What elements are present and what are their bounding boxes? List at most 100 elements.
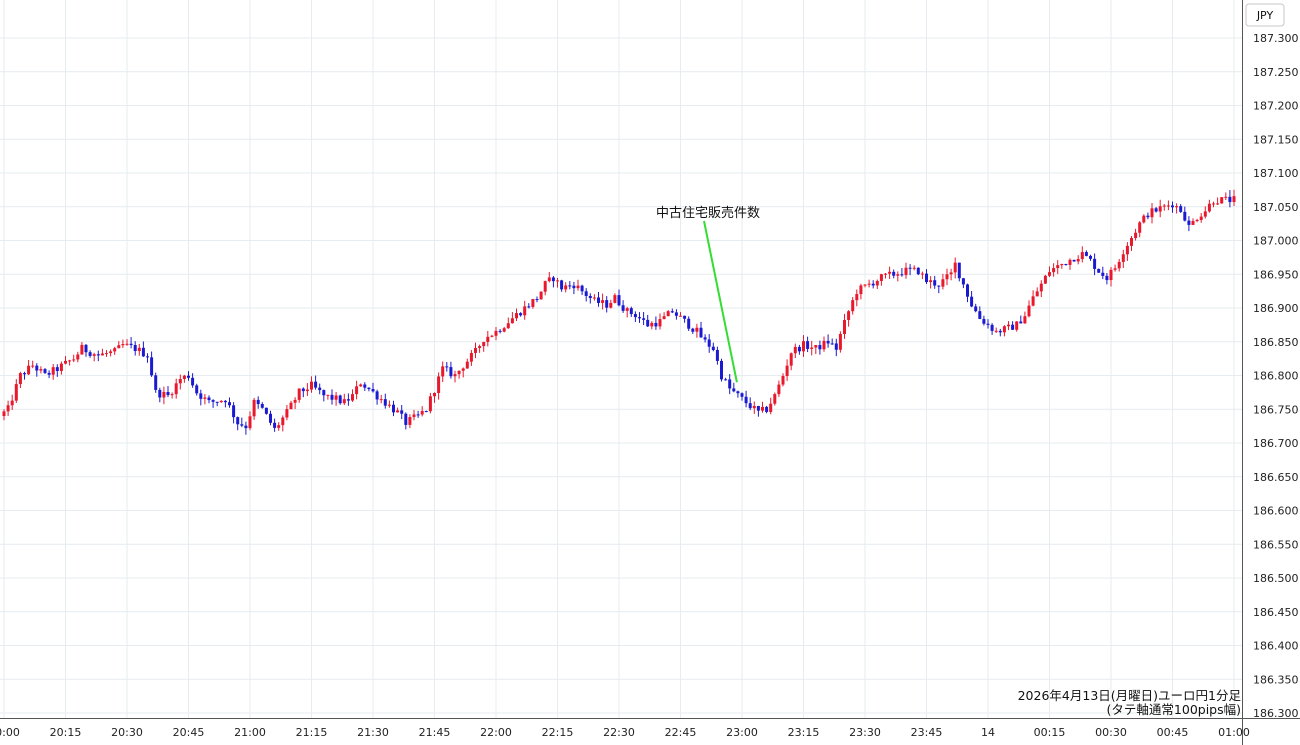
candle-up bbox=[1027, 305, 1031, 317]
x-tick-label: 22:45 bbox=[665, 726, 697, 739]
candle-up bbox=[904, 267, 908, 276]
candle-up bbox=[941, 279, 945, 287]
candle-up bbox=[1142, 215, 1146, 223]
candle-down bbox=[1146, 215, 1150, 218]
candle-up bbox=[252, 399, 256, 417]
candle-up bbox=[613, 295, 617, 303]
candle-up bbox=[359, 384, 363, 387]
grid-layer bbox=[0, 0, 1242, 718]
candle-down bbox=[703, 337, 707, 340]
candle-down bbox=[674, 312, 678, 316]
candle-down bbox=[748, 403, 752, 409]
candle-up bbox=[884, 273, 887, 275]
x-tick-label: 23:00 bbox=[726, 726, 758, 739]
candle-down bbox=[449, 367, 453, 377]
candle-down bbox=[141, 347, 145, 357]
candle-up bbox=[453, 374, 457, 377]
candle-down bbox=[605, 300, 609, 308]
candle-up bbox=[1203, 211, 1207, 217]
candle-up bbox=[170, 394, 174, 396]
candle-up bbox=[1121, 254, 1125, 262]
candle-down bbox=[260, 404, 264, 408]
candle-down bbox=[146, 356, 149, 358]
candle-up bbox=[920, 273, 924, 275]
y-tick-label: 186.750 bbox=[1253, 403, 1299, 416]
candle-up bbox=[72, 359, 76, 361]
candle-up bbox=[1023, 316, 1027, 324]
candle-down bbox=[633, 314, 637, 318]
candle-up bbox=[310, 381, 313, 390]
candle-down bbox=[933, 280, 937, 286]
x-tick-label: 00:30 bbox=[1095, 726, 1127, 739]
candle-up bbox=[437, 376, 441, 394]
candle-down bbox=[223, 400, 227, 403]
candle-up bbox=[379, 399, 383, 401]
candle-down bbox=[240, 424, 244, 426]
candle-down bbox=[707, 339, 711, 347]
candle-down bbox=[937, 285, 941, 287]
candle-up bbox=[1166, 205, 1170, 207]
candle-up bbox=[461, 368, 465, 371]
candle-down bbox=[892, 271, 896, 276]
candle-down bbox=[765, 406, 769, 412]
candle-up bbox=[1109, 269, 1113, 281]
candle-down bbox=[740, 393, 744, 397]
candle-up bbox=[10, 400, 14, 406]
candle-down bbox=[264, 407, 268, 414]
candle-up bbox=[1199, 216, 1203, 220]
candle-up bbox=[761, 406, 764, 411]
candle-down bbox=[1084, 252, 1088, 256]
candle-down bbox=[535, 299, 539, 301]
candle-down bbox=[88, 352, 92, 356]
candle-up bbox=[182, 375, 186, 379]
candle-up bbox=[1048, 272, 1051, 276]
candle-down bbox=[1019, 321, 1023, 324]
candle-down bbox=[1183, 211, 1187, 221]
candle-up bbox=[843, 319, 846, 334]
candle-down bbox=[1093, 258, 1097, 269]
candle-up bbox=[478, 346, 482, 348]
candle-up bbox=[1007, 324, 1010, 327]
candle-down bbox=[371, 389, 375, 392]
candle-up bbox=[1015, 321, 1019, 330]
candle-up bbox=[523, 306, 527, 316]
candle-up bbox=[945, 274, 949, 280]
candle-up bbox=[412, 414, 416, 418]
candle-up bbox=[1207, 203, 1211, 212]
y-tick-label: 187.300 bbox=[1253, 32, 1299, 45]
x-tick-label: 14 bbox=[981, 726, 995, 739]
candle-up bbox=[59, 363, 63, 371]
y-axis-unit-box bbox=[1245, 3, 1285, 27]
candle-up bbox=[1220, 197, 1224, 204]
candle-up bbox=[838, 333, 842, 350]
candle-up bbox=[814, 345, 818, 348]
candle-up bbox=[1068, 259, 1072, 265]
x-tick-label: 22:15 bbox=[542, 726, 574, 739]
candle-up bbox=[490, 335, 494, 337]
candle-down bbox=[47, 372, 51, 375]
candle-down bbox=[830, 343, 834, 345]
candle-down bbox=[818, 345, 822, 350]
candle-down bbox=[1154, 208, 1158, 212]
candle-down bbox=[654, 322, 658, 327]
candle-up bbox=[1043, 275, 1047, 284]
candle-down bbox=[375, 391, 379, 400]
candle-up bbox=[515, 313, 518, 319]
candle-down bbox=[392, 404, 395, 413]
candle-up bbox=[650, 322, 654, 327]
candle-up bbox=[802, 341, 805, 352]
candle-up bbox=[1002, 326, 1006, 333]
candle-down bbox=[1228, 196, 1232, 203]
candle-up bbox=[100, 353, 104, 356]
candle-down bbox=[670, 311, 674, 313]
chart-caption-subtitle: (タテ軸通常100pips幅) bbox=[1107, 702, 1241, 717]
candle-up bbox=[658, 319, 662, 327]
candle-down bbox=[736, 391, 740, 394]
candle-down bbox=[363, 384, 367, 388]
candle-up bbox=[355, 386, 359, 395]
candle-up bbox=[334, 395, 338, 400]
candle-up bbox=[929, 280, 933, 283]
candle-down bbox=[1187, 220, 1191, 225]
candle-down bbox=[1171, 205, 1174, 208]
